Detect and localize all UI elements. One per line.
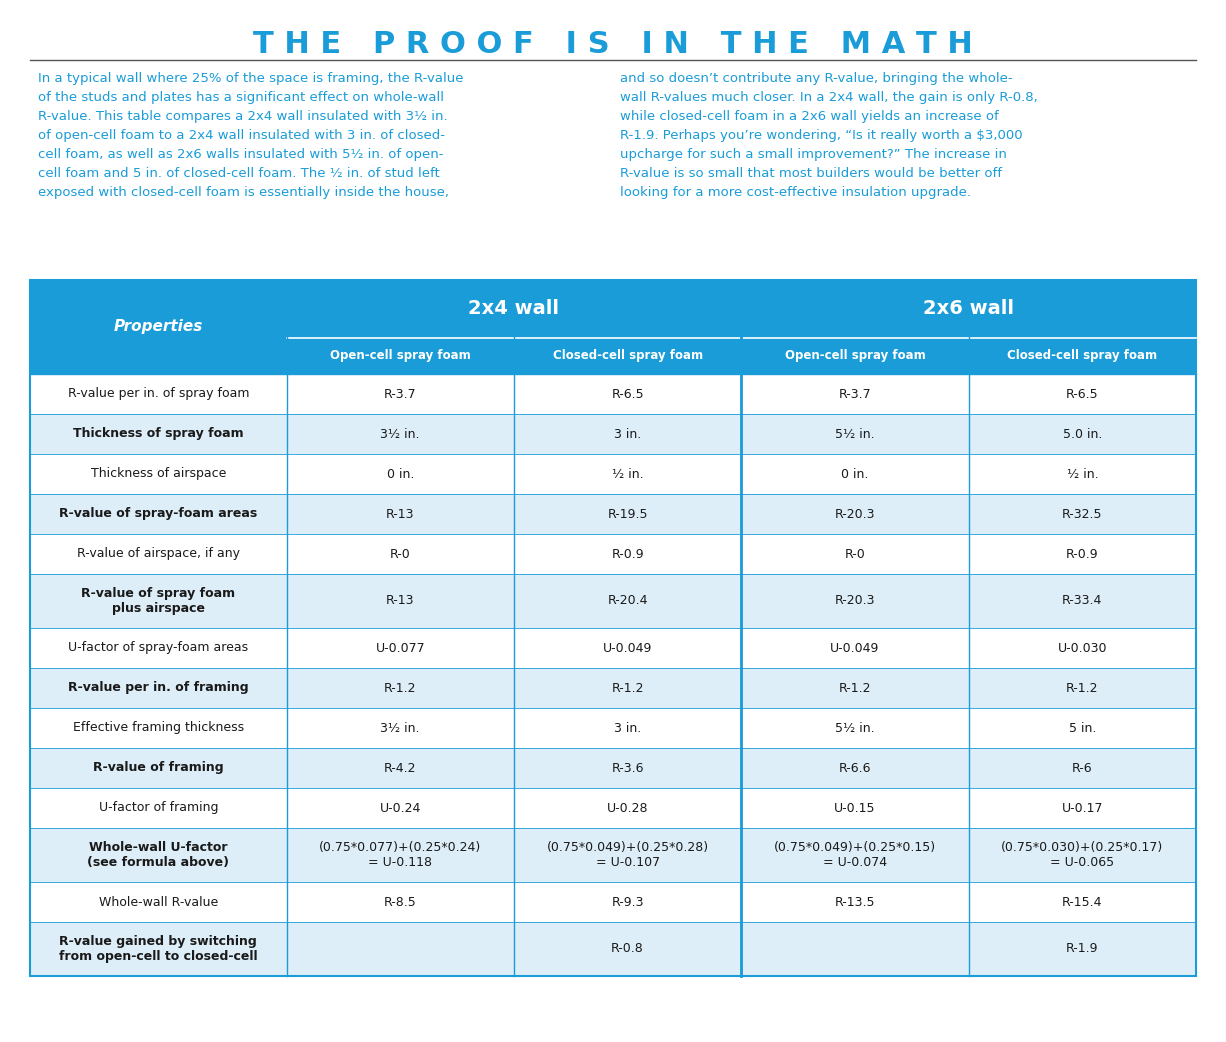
Bar: [742, 280, 1197, 338]
Text: R-value gained by switching
from open-cell to closed-cell: R-value gained by switching from open-ce…: [59, 935, 257, 963]
Text: Effective framing thickness: Effective framing thickness: [72, 721, 244, 735]
Text: Closed-cell spray foam: Closed-cell spray foam: [1008, 349, 1157, 363]
Text: 5.0 in.: 5.0 in.: [1063, 427, 1102, 441]
Text: 5½ in.: 5½ in.: [835, 721, 875, 735]
Text: R-4.2: R-4.2: [384, 762, 417, 774]
Bar: [29, 494, 1197, 534]
Text: 3½ in.: 3½ in.: [380, 427, 421, 441]
Text: U-0.049: U-0.049: [830, 642, 879, 654]
Text: U-0.030: U-0.030: [1058, 642, 1107, 654]
Text: R-20.4: R-20.4: [607, 595, 647, 607]
Text: R-0.9: R-0.9: [1065, 547, 1098, 561]
Text: R-1.2: R-1.2: [384, 681, 417, 695]
Text: R-1.2: R-1.2: [1067, 681, 1098, 695]
Text: (0.75*0.049)+(0.25*0.15)
= U-0.074: (0.75*0.049)+(0.25*0.15) = U-0.074: [774, 841, 935, 869]
Text: Open-cell spray foam: Open-cell spray foam: [785, 349, 926, 363]
Text: R-3.7: R-3.7: [839, 388, 872, 400]
Text: R-6: R-6: [1072, 762, 1092, 774]
Bar: [287, 280, 742, 338]
Text: R-20.3: R-20.3: [835, 507, 875, 521]
Bar: [514, 338, 742, 374]
Text: R-1.9: R-1.9: [1067, 943, 1098, 956]
Text: R-0.9: R-0.9: [612, 547, 644, 561]
Text: 5½ in.: 5½ in.: [835, 427, 875, 441]
Text: R-6.5: R-6.5: [1065, 388, 1098, 400]
Bar: [29, 628, 1197, 668]
Text: R-33.4: R-33.4: [1062, 595, 1102, 607]
Text: R-19.5: R-19.5: [607, 507, 647, 521]
Text: R-8.5: R-8.5: [384, 895, 417, 909]
Text: 2x6 wall: 2x6 wall: [923, 299, 1014, 319]
Text: U-0.28: U-0.28: [607, 801, 649, 815]
Text: R-15.4: R-15.4: [1062, 895, 1102, 909]
Text: R-1.2: R-1.2: [612, 681, 644, 695]
Text: 2x4 wall: 2x4 wall: [468, 299, 559, 319]
Text: Closed-cell spray foam: Closed-cell spray foam: [553, 349, 702, 363]
Bar: [29, 280, 1197, 976]
Text: Whole-wall R-value: Whole-wall R-value: [98, 895, 218, 909]
Text: R-value of airspace, if any: R-value of airspace, if any: [77, 547, 240, 561]
Text: R-20.3: R-20.3: [835, 595, 875, 607]
Bar: [29, 882, 1197, 922]
Text: (0.75*0.077)+(0.25*0.24)
= U-0.118: (0.75*0.077)+(0.25*0.24) = U-0.118: [319, 841, 482, 869]
Text: Open-cell spray foam: Open-cell spray foam: [330, 349, 471, 363]
Text: 5 in.: 5 in.: [1069, 721, 1096, 735]
Bar: [29, 414, 1197, 454]
Text: and so doesn’t contribute any R-value, bringing the whole-
wall R-values much cl: and so doesn’t contribute any R-value, b…: [620, 72, 1037, 199]
Text: R-value of framing: R-value of framing: [93, 762, 223, 774]
Text: ½ in.: ½ in.: [1067, 468, 1098, 480]
Bar: [29, 574, 1197, 628]
Text: T H E   P R O O F   I S   I N   T H E   M A T H: T H E P R O O F I S I N T H E M A T H: [253, 30, 973, 59]
Text: ½ in.: ½ in.: [612, 468, 644, 480]
Text: R-0.8: R-0.8: [612, 943, 644, 956]
Bar: [29, 534, 1197, 574]
Text: 3 in.: 3 in.: [614, 427, 641, 441]
Text: U-0.17: U-0.17: [1062, 801, 1103, 815]
Text: R-13.5: R-13.5: [835, 895, 875, 909]
Text: Whole-wall U-factor
(see formula above): Whole-wall U-factor (see formula above): [87, 841, 229, 869]
Bar: [29, 788, 1197, 828]
Text: U-0.049: U-0.049: [603, 642, 652, 654]
Text: 0 in.: 0 in.: [841, 468, 869, 480]
Bar: [29, 922, 1197, 976]
Text: Thickness of airspace: Thickness of airspace: [91, 468, 226, 480]
Text: 3½ in.: 3½ in.: [380, 721, 421, 735]
Text: U-0.24: U-0.24: [380, 801, 421, 815]
Bar: [29, 374, 1197, 414]
Bar: [969, 338, 1197, 374]
Text: R-32.5: R-32.5: [1062, 507, 1102, 521]
Text: R-3.7: R-3.7: [384, 388, 417, 400]
Bar: [742, 338, 969, 374]
Text: R-value per in. of spray foam: R-value per in. of spray foam: [67, 388, 249, 400]
Text: R-6.6: R-6.6: [839, 762, 872, 774]
Text: Properties: Properties: [114, 320, 204, 334]
Text: U-0.15: U-0.15: [834, 801, 875, 815]
Text: U-0.077: U-0.077: [375, 642, 425, 654]
Text: (0.75*0.030)+(0.25*0.17)
= U-0.065: (0.75*0.030)+(0.25*0.17) = U-0.065: [1002, 841, 1163, 869]
Text: R-0: R-0: [845, 547, 866, 561]
Bar: [29, 454, 1197, 494]
Text: R-0: R-0: [390, 547, 411, 561]
Text: R-value of spray foam
plus airspace: R-value of spray foam plus airspace: [81, 587, 235, 615]
Text: 0 in.: 0 in.: [386, 468, 414, 480]
Text: R-value per in. of framing: R-value per in. of framing: [67, 681, 249, 695]
Bar: [29, 708, 1197, 748]
Bar: [29, 748, 1197, 788]
Text: 3 in.: 3 in.: [614, 721, 641, 735]
Bar: [29, 668, 1197, 708]
Text: Thickness of spray foam: Thickness of spray foam: [74, 427, 244, 441]
Text: R-1.2: R-1.2: [839, 681, 872, 695]
Text: R-value of spray-foam areas: R-value of spray-foam areas: [59, 507, 257, 521]
Text: R-6.5: R-6.5: [612, 388, 644, 400]
Text: R-9.3: R-9.3: [612, 895, 644, 909]
Text: R-13: R-13: [386, 507, 414, 521]
Text: U-factor of framing: U-factor of framing: [98, 801, 218, 815]
Bar: [29, 280, 287, 374]
Text: R-3.6: R-3.6: [612, 762, 644, 774]
Text: In a typical wall where 25% of the space is framing, the R-value
of the studs an: In a typical wall where 25% of the space…: [38, 72, 463, 199]
Bar: [29, 828, 1197, 882]
Text: (0.75*0.049)+(0.25*0.28)
= U-0.107: (0.75*0.049)+(0.25*0.28) = U-0.107: [547, 841, 709, 869]
Bar: [287, 338, 514, 374]
Text: R-13: R-13: [386, 595, 414, 607]
Text: U-factor of spray-foam areas: U-factor of spray-foam areas: [69, 642, 249, 654]
